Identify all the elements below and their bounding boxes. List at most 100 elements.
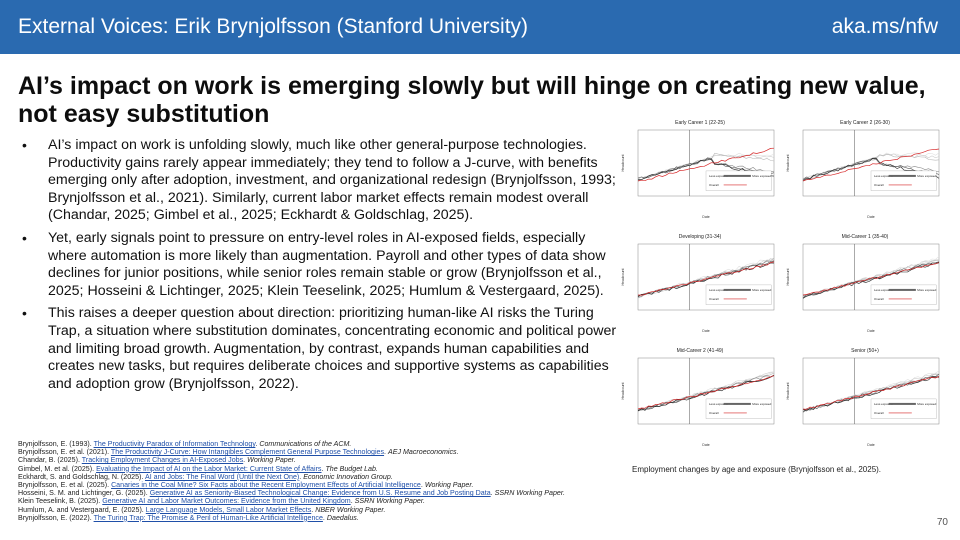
reference-sep: . (350, 497, 355, 506)
reference-sep: . (420, 481, 425, 490)
page-number: 70 (936, 517, 948, 528)
reference-venue: NBER Working Paper. (315, 505, 386, 514)
reference-authors: Gimbel, M. et al. (2025). (18, 464, 97, 473)
exposure-series-line (637, 159, 775, 181)
reference-item: Hosseini, S. M. and Lichtinger, G. (2025… (18, 489, 718, 497)
exposure-series-line (637, 157, 775, 179)
legend-overall-label: Overall (874, 183, 884, 187)
bullet-text: Yet, early signals point to pressure on … (48, 229, 606, 299)
reference-venue: Working Paper. (424, 481, 474, 490)
panel-plot: Headcount Date Less exposed More exposed Ove… (786, 129, 940, 219)
legend: Less exposed More exposed Overall (705, 170, 772, 191)
chart-panel: Developing (31-34) Headcount Date Less exp… (620, 234, 780, 338)
reference-item: Humlum, A. and Vestergaard, E. (2025). L… (18, 506, 718, 514)
exposure-series-line (637, 374, 775, 412)
legend-overall-label: Overall (709, 297, 719, 301)
legend: Less exposed More exposed Overall (705, 398, 772, 419)
reference-venue: Daedalus. (326, 513, 359, 522)
overall-series-line (802, 376, 940, 410)
legend-less-label: Less exposed (709, 288, 728, 292)
reference-sep: . (322, 513, 327, 522)
bullet-item: • Yet, early signals point to pressure on… (20, 230, 622, 300)
reference-venue: SSRN Working Paper. (354, 497, 425, 506)
legend-gradient (888, 402, 916, 405)
legend-more-label: More exposed (917, 174, 936, 178)
legend-less-label: Less exposed (709, 174, 728, 178)
y-axis-label: Headcount (786, 269, 790, 286)
short-link[interactable]: aka.ms/nfw (831, 15, 938, 38)
legend-more-label: More exposed (752, 174, 771, 178)
legend-more-label: More exposed (917, 402, 936, 406)
reference-authors: Eckhardt, S. and Goldschlag, N. (2025). (18, 472, 145, 481)
reference-link[interactable]: Evaluating the Impact of AI on the Labor… (96, 464, 322, 473)
chart-panel: Early Career 1 (22-25) Headcount Date Less… (620, 120, 780, 224)
y-axis-label: Headcount (621, 269, 625, 286)
reference-authors: Brynjolfsson, E. (1993). (18, 440, 94, 448)
reference-sep: . (255, 440, 260, 448)
bullet-icon: • (22, 137, 27, 153)
y-axis-label: Headcount (786, 383, 790, 400)
reference-authors: Brynjolfsson, E. et al. (2021). (18, 448, 111, 457)
reference-link[interactable]: Generative AI and Labor Market Outcomes:… (102, 497, 351, 506)
reference-link[interactable]: Canaries in the Coal Mine? Six Facts abo… (111, 481, 421, 490)
reference-link[interactable]: The Productivity J-Curve: How Intangible… (110, 448, 385, 457)
reference-link[interactable]: The Productivity Paradox of Information … (93, 440, 256, 448)
reference-authors: Brynjolfsson, E. (2022). (18, 513, 94, 522)
legend-box (870, 170, 937, 191)
legend-gradient (888, 288, 916, 291)
bullet-text: AI’s impact on work is unfolding slowly,… (48, 137, 616, 224)
panel-title: Senior (50+) (851, 348, 879, 354)
legend-overall-label: Overall (874, 297, 884, 301)
reference-item: Brynjolfsson, E. et al. (2021). The Prod… (18, 448, 718, 456)
reference-link[interactable]: Large Language Models, Small Labor Marke… (145, 505, 312, 514)
panel-title: Mid-Career 2 (41-49) (676, 348, 724, 354)
legend-less-label: Less exposed (709, 402, 728, 406)
reference-link[interactable]: Generative AI as Seniority-Biased Techno… (149, 489, 491, 498)
employment-figure: Early Career 1 (22-25) Headcount Date Less… (620, 120, 950, 460)
reference-sep: . (243, 456, 248, 465)
legend-overall-label: Overall (874, 411, 884, 415)
reference-link[interactable]: The Turing Trap: The Promise & Peril of … (93, 513, 323, 522)
reference-venue: Economic Innovation Group. (303, 472, 393, 481)
reference-authors: Chandar, B. (2025). (18, 456, 82, 465)
bullet-item: • This raises a deeper question about dir… (20, 305, 622, 393)
overall-series-line (637, 261, 775, 296)
legend: Less exposed More exposed Overall (870, 398, 937, 419)
reference-item: Gimbel, M. et al. (2025). Evaluating the… (18, 465, 718, 473)
reference-item: Brynjolfsson, E. (2022). The Turing Trap… (18, 514, 718, 522)
legend: Less exposed More exposed Overall (705, 284, 772, 305)
panel-plot: Headcount Date Less exposed More exposed Ove… (786, 243, 940, 333)
legend-overall-label: Overall (709, 411, 719, 415)
references-list: Brynjolfsson, E. (1993). The Productivit… (18, 440, 718, 522)
bullet-icon: • (22, 229, 27, 246)
reference-authors: Humlum, A. and Vestergaard, E. (2025). (18, 505, 146, 514)
reference-item: Brynjolfsson, E. et al. (2025). Canaries… (18, 481, 718, 489)
legend: Less exposed More exposed Overall (870, 284, 937, 305)
reference-sep: . (299, 472, 304, 481)
exposure-series-line (637, 371, 775, 411)
x-axis-label: Date (867, 215, 874, 219)
legend-less-label: Less exposed (874, 402, 893, 406)
reference-authors: Hosseini, S. M. and Lichtinger, G. (2025… (18, 489, 150, 498)
overall-series-line (637, 147, 775, 182)
exposure-series-line (802, 376, 940, 412)
reference-link[interactable]: AI and Jobs: The Final Word (Until the N… (144, 472, 300, 481)
panel-plot: Headcount Date Less exposed More exposed Ove… (621, 129, 775, 219)
title-bar: External Voices: Erik Brynjolfsson (Stan… (0, 0, 960, 54)
figure-caption: Employment changes by age and exposure (… (632, 465, 882, 474)
x-axis-label: Date (702, 215, 709, 219)
reference-item: Eckhardt, S. and Goldschlag, N. (2025). … (18, 473, 718, 481)
legend-less-label: Less exposed (874, 288, 893, 292)
reference-item: Chandar, B. (2025). Tracking Employment … (18, 456, 718, 464)
reference-sep: . (311, 505, 316, 514)
reference-authors: Brynjolfsson, E. et al. (2025). (18, 481, 112, 490)
legend-box (705, 284, 772, 305)
legend-box (870, 284, 937, 305)
legend-gradient (723, 402, 751, 405)
reference-venue: Communications of the ACM. (259, 440, 352, 448)
reference-link[interactable]: Tracking Employment Changes in AI-Expose… (81, 456, 244, 465)
reference-venue: SSRN Working Paper. (494, 489, 565, 498)
legend-more-label: More exposed (917, 288, 936, 292)
legend-less-label: Less exposed (874, 174, 893, 178)
x-axis-label: Date (867, 443, 874, 447)
